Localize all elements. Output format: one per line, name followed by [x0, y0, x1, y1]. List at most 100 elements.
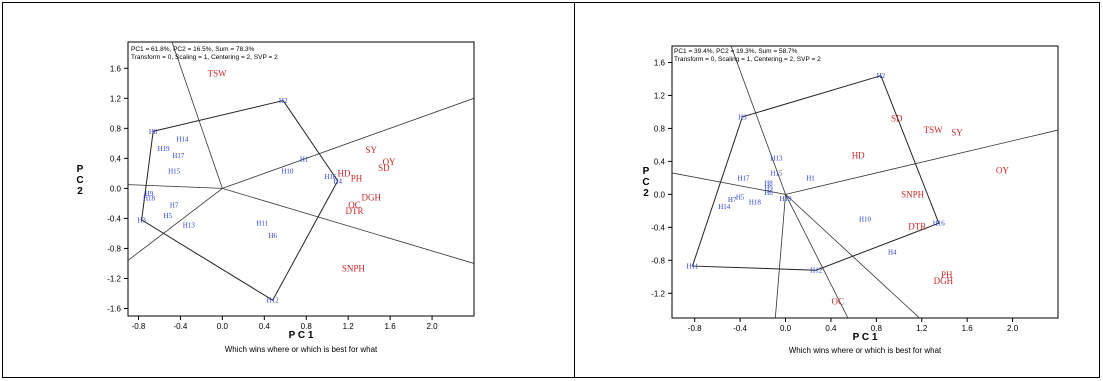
sector-ray: [171, 42, 223, 189]
sector-ray: [128, 184, 223, 189]
y-tick-label: 1.2: [654, 91, 666, 100]
genotype-label: H19: [779, 195, 792, 203]
y-tick-label: 0.0: [654, 190, 666, 199]
x-tick-label: -0.4: [733, 324, 747, 333]
x-tick-label: 1.2: [343, 322, 355, 331]
panel-divider: [574, 2, 575, 378]
trait-label: OY: [996, 165, 1009, 175]
y-tick-label: 0.0: [110, 184, 122, 193]
trait-label: SD: [891, 114, 903, 124]
genotype-label: H11: [256, 219, 268, 227]
y-tick-label: 1.2: [110, 94, 122, 103]
y-tick-label: 0.4: [110, 154, 122, 163]
y-tick-label: -1.2: [107, 274, 121, 283]
genotype-label: H4: [888, 249, 897, 257]
trait-label: DTR: [345, 206, 363, 216]
genotype-label: H4: [333, 177, 342, 185]
genotype-label: H15: [168, 168, 181, 176]
trait-label: SNPH: [901, 189, 925, 199]
genotype-label: H7: [728, 196, 737, 204]
sector-ray: [730, 46, 786, 195]
sector-ray: [785, 129, 1058, 195]
sector-ray: [222, 188, 474, 264]
trait-label: DGH: [934, 276, 954, 286]
settings-header: Transform = 0, Scaling = 1, Centering = …: [674, 56, 821, 63]
genotype-label: H7: [170, 201, 179, 209]
genotype-label: H2: [279, 97, 288, 105]
x-tick-label: 1.6: [385, 322, 397, 331]
trait-label: HD: [852, 151, 865, 161]
x-tick-label: -0.4: [174, 322, 188, 331]
trait-label: PH: [351, 174, 363, 184]
x-tick-label: 0.4: [259, 322, 271, 331]
y-tick-label: -0.4: [651, 223, 665, 232]
trait-label: PH: [941, 270, 953, 280]
genotype-label: H2: [877, 72, 886, 80]
y-tick-label: -0.4: [107, 214, 121, 223]
sector-ray: [774, 194, 786, 318]
x-tick-label: 0.8: [301, 322, 313, 331]
trait-label: OY: [383, 157, 396, 167]
genotype-label: H1: [806, 174, 815, 182]
trait-label: HD: [337, 168, 350, 178]
genotype-label: H16: [933, 220, 946, 228]
trait-label: SD: [378, 163, 390, 173]
x-axis-label: P C 1: [853, 332, 878, 343]
y-tick-label: -0.8: [651, 256, 665, 265]
plot-caption: Which wins where or which is best for wh…: [225, 345, 378, 354]
x-tick-label: -0.8: [132, 322, 146, 331]
sector-ray: [672, 172, 786, 195]
genotype-label: H14: [718, 203, 731, 211]
convex-hull-polygon: [691, 75, 940, 271]
x-tick-label: 0.4: [825, 324, 837, 333]
genotype-label: H16: [324, 173, 337, 181]
genotype-label: H5: [164, 212, 173, 220]
genotype-label: H3: [738, 113, 747, 121]
genotype-label: H13: [183, 222, 196, 230]
sector-ray: [785, 194, 849, 318]
y-tick-label: 1.6: [110, 64, 122, 73]
genotype-label: H17: [172, 152, 185, 160]
x-tick-label: 2.0: [1007, 324, 1019, 333]
genotype-label: H15: [770, 169, 783, 177]
genotype-label: H12: [810, 267, 823, 275]
trait-label: DGH: [361, 192, 381, 202]
genotype-label: H12: [267, 297, 280, 305]
genotype-label: H19: [158, 145, 171, 153]
y-tick-label: 1.6: [654, 58, 666, 67]
trait-label: SNPH: [342, 264, 366, 274]
y-tick-label: 0.4: [654, 157, 666, 166]
x-tick-label: 0.0: [780, 324, 792, 333]
trait-label: OC: [348, 200, 361, 210]
genotype-label: H3: [137, 216, 146, 224]
genotype-label: H5: [736, 193, 745, 201]
y-tick-label: -1.6: [107, 304, 121, 313]
plot-area: [671, 45, 1059, 319]
y-tick-label: 0.8: [654, 124, 666, 133]
x-tick-label: 0.0: [217, 322, 229, 331]
genotype-label: H10: [859, 216, 872, 224]
genotype-label: H10: [281, 168, 294, 176]
sector-ray: [222, 97, 474, 189]
genotype-label: H18: [749, 198, 762, 206]
genotype-label: H8: [149, 128, 158, 136]
genotype-label: H9: [145, 190, 154, 198]
variance-header: PC1 = 39.4%, PC2 = 19.3%, Sum = 58.7%: [674, 48, 798, 55]
genotype-label: H14: [176, 135, 189, 143]
genotype-label: H6: [268, 232, 277, 240]
y-tick-label: -0.8: [107, 244, 121, 253]
x-tick-label: 1.2: [916, 324, 928, 333]
genotype-label: H9: [764, 184, 773, 192]
x-tick-label: -0.8: [688, 324, 702, 333]
sector-ray: [128, 188, 223, 261]
x-tick-label: 2.0: [426, 322, 438, 331]
convex-hull-polygon: [141, 100, 339, 301]
genotype-label: H11: [687, 263, 699, 271]
genotype-label: H18: [143, 195, 156, 203]
genotype-label: H8: [764, 179, 773, 187]
